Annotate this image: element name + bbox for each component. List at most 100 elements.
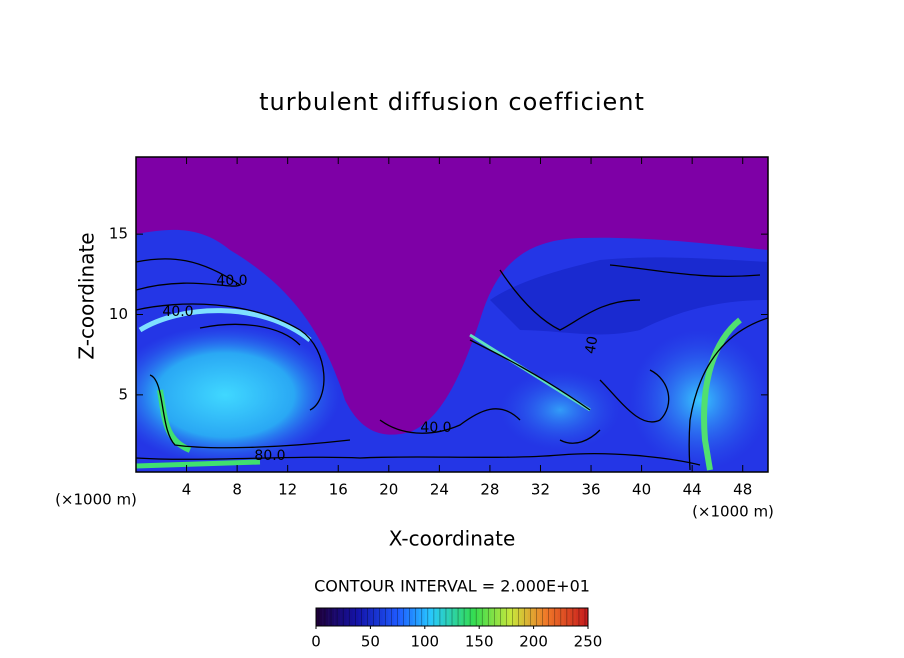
colorbar-tick-label: 50	[361, 633, 380, 651]
contour-label: 40	[583, 335, 602, 355]
colorbar-cell	[563, 608, 568, 626]
colorbar-cell	[388, 608, 392, 626]
x-unit-label: (×1000 m)	[55, 491, 137, 509]
colorbar-cell	[355, 608, 359, 626]
colorbar-cell	[343, 608, 347, 626]
colorbar-cell	[569, 608, 574, 626]
colorbar-cell	[479, 608, 483, 626]
colorbar-cell	[584, 608, 589, 626]
colorbar-cell	[376, 608, 380, 626]
colorbar-cell	[506, 608, 510, 626]
x-tick-label: 44	[683, 481, 702, 499]
contour-lines	[136, 258, 768, 471]
colorbar-tick-label: 0	[311, 633, 321, 651]
colorbar-cell	[334, 608, 338, 626]
colorbar-cell	[554, 608, 559, 626]
colorbar-cell	[370, 608, 374, 626]
colorbar-cell	[445, 608, 450, 626]
x-tick-label: 24	[430, 481, 449, 499]
field-region	[490, 257, 768, 335]
colorbar-cell	[518, 608, 522, 626]
colorbar-cell	[373, 608, 377, 626]
colorbar-cell	[527, 608, 531, 626]
colorbar-cell	[551, 608, 556, 626]
colorbar-cell	[337, 608, 341, 626]
colorbar-cell	[400, 608, 404, 626]
colorbar-cell	[385, 608, 389, 626]
colorbar-cell	[578, 608, 583, 626]
colorbar-cell	[497, 608, 501, 626]
colorbar-cell	[530, 608, 534, 626]
colorbar-cell	[536, 608, 540, 626]
x-unit-label: (×1000 m)	[692, 503, 774, 521]
x-tick-label: 32	[531, 481, 550, 499]
field-streak	[701, 317, 742, 471]
colorbar-cell	[452, 608, 456, 626]
x-tick-label: 28	[480, 481, 499, 499]
colorbar-tick-label: 250	[574, 633, 603, 651]
colorbar-cell	[566, 608, 571, 626]
colorbar-cell	[548, 608, 553, 626]
colorbar-cell	[439, 608, 444, 626]
x-tick-label: 20	[379, 481, 398, 499]
contour-label: 40.0	[420, 420, 451, 436]
colorbar-cell	[515, 608, 519, 626]
colorbar-cell	[581, 608, 586, 626]
colorbar-cell	[442, 608, 447, 626]
colorbar-tick-label: 100	[410, 633, 439, 651]
colorbar-cell	[509, 608, 513, 626]
colorbar-cell	[473, 608, 477, 626]
colorbar-cell	[367, 608, 371, 626]
field-streak	[138, 308, 312, 342]
x-tick-label: 12	[278, 481, 297, 499]
colorbar-cell	[358, 608, 362, 626]
y-tick-label: 5	[118, 385, 128, 403]
colorbar-cell	[436, 608, 441, 626]
colorbar-frame	[315, 607, 589, 627]
colorbar-cell	[485, 608, 489, 626]
colorbar-cell	[572, 608, 577, 626]
field-region	[136, 325, 340, 465]
colorbar-cell	[391, 608, 395, 626]
colorbar-cell	[412, 608, 417, 626]
colorbar-cell	[322, 608, 326, 626]
field-region	[500, 370, 620, 450]
colorbar-cell	[500, 608, 504, 626]
x-tick-label: 48	[733, 481, 752, 499]
colorbar-cell	[316, 608, 320, 626]
colorbar-cell	[361, 608, 365, 626]
contour-label: 40.0	[216, 273, 247, 289]
colorbar-cell	[464, 608, 468, 626]
colorbar-cell	[482, 608, 486, 626]
x-tick-label: 16	[329, 481, 348, 499]
x-tick-label: 4	[182, 481, 192, 499]
colorbar-cell	[494, 608, 498, 626]
colorbar-cell	[379, 608, 383, 626]
colorbar-cell	[382, 608, 386, 626]
colorbar-cell	[533, 608, 537, 626]
x-tick-label: 36	[581, 481, 600, 499]
colorbar-cell	[476, 608, 480, 626]
colorbar-cell	[488, 608, 492, 626]
colorbar-cell	[430, 608, 435, 626]
colorbar-cell	[409, 608, 414, 626]
colorbar-cell	[415, 608, 420, 626]
colorbar-cell	[539, 608, 543, 626]
colorbar-cell	[470, 608, 474, 626]
colorbar-cell	[406, 608, 410, 626]
colorbar-cell	[467, 608, 471, 626]
contour-label: 40.0	[162, 304, 193, 320]
chart-title: turbulent diffusion coefficient	[259, 88, 645, 116]
colorbar-cell	[521, 608, 525, 626]
colorbar-cell	[328, 608, 332, 626]
colorbar-cell	[448, 608, 453, 626]
colorbar-cell	[340, 608, 344, 626]
x-axis-label: X-coordinate	[389, 527, 516, 551]
colorbar-cell	[575, 608, 580, 626]
colorbar-tick-label: 200	[519, 633, 548, 651]
field-streak	[136, 459, 261, 469]
colorbar-cell	[397, 608, 401, 626]
colorbar-cell	[433, 608, 438, 626]
